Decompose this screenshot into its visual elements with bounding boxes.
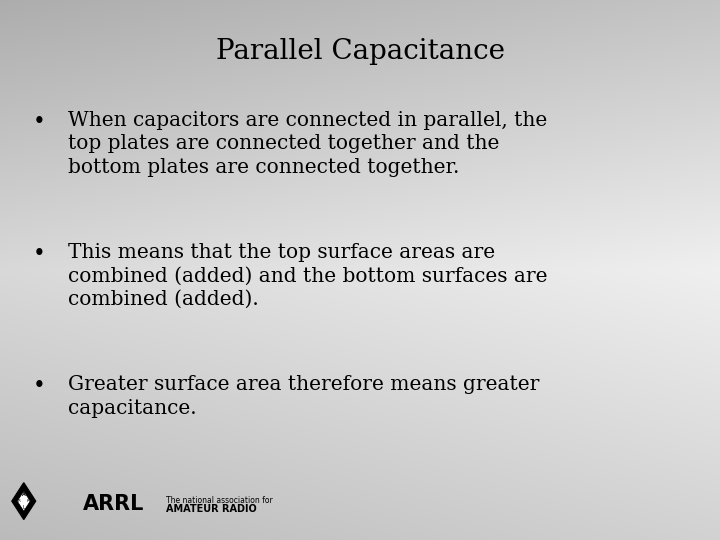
Text: •: • [33, 111, 46, 133]
Text: •: • [33, 243, 46, 265]
Text: The national association for: The national association for [166, 496, 272, 504]
Text: L: L [22, 505, 25, 510]
Text: AMATEUR RADIO: AMATEUR RADIO [166, 504, 256, 514]
Text: When capacitors are connected in parallel, the
top plates are connected together: When capacitors are connected in paralle… [68, 111, 548, 177]
Text: ARRL: ARRL [83, 494, 144, 515]
Polygon shape [17, 491, 30, 511]
Text: Greater surface area therefore means greater
capacitance.: Greater surface area therefore means gre… [68, 375, 540, 418]
Text: •: • [33, 375, 46, 397]
Text: A: A [22, 491, 26, 497]
Text: This means that the top surface areas are
combined (added) and the bottom surfac: This means that the top surface areas ar… [68, 243, 548, 309]
Text: R: R [27, 498, 30, 503]
Text: Parallel Capacitance: Parallel Capacitance [215, 38, 505, 65]
Text: R: R [18, 498, 21, 503]
Polygon shape [12, 483, 36, 519]
